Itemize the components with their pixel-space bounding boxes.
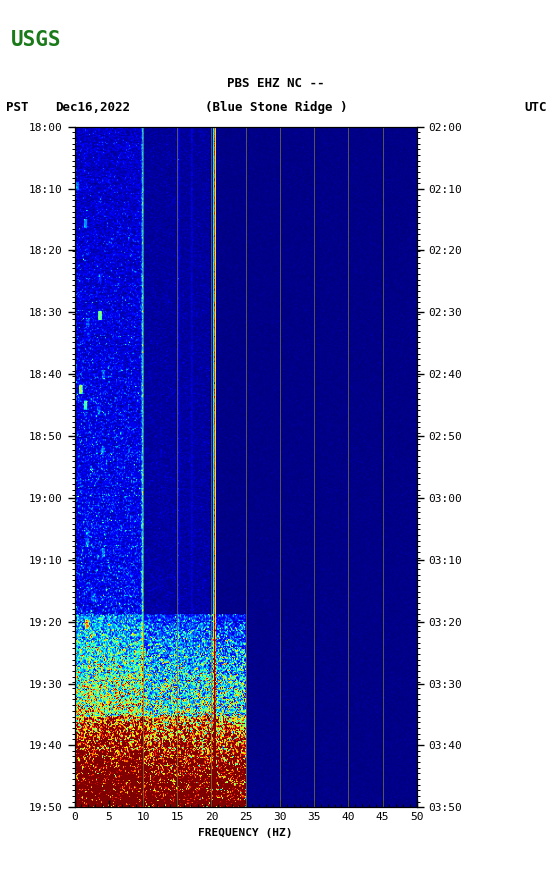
X-axis label: FREQUENCY (HZ): FREQUENCY (HZ) [198,828,293,838]
Text: USGS: USGS [10,30,61,50]
Text: PBS EHZ NC --: PBS EHZ NC -- [227,78,325,90]
Text: PST: PST [6,101,28,113]
Text: Dec16,2022: Dec16,2022 [55,101,130,113]
Text: UTC: UTC [524,101,546,113]
Text: (Blue Stone Ridge ): (Blue Stone Ridge ) [205,101,347,113]
